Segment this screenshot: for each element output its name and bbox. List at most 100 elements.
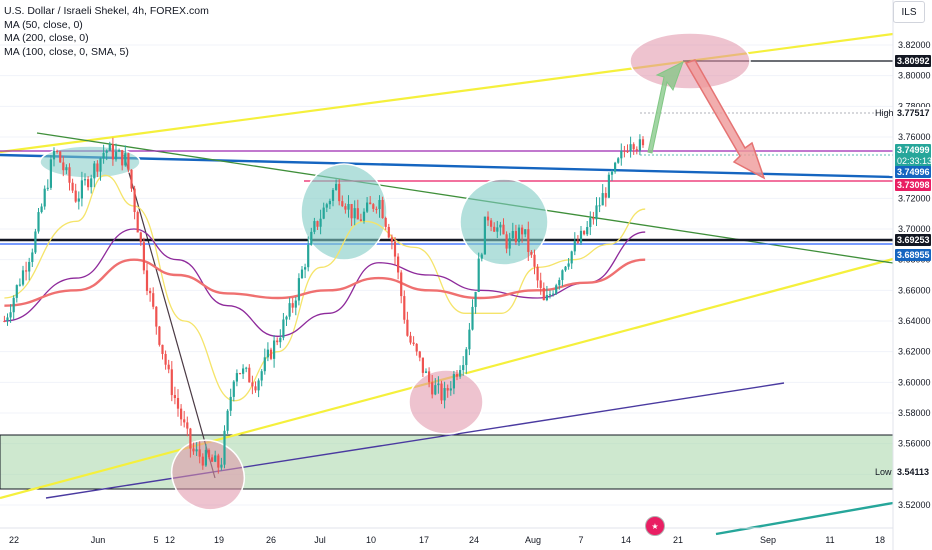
flag-icon[interactable]: ★ xyxy=(645,516,665,536)
candle-body xyxy=(133,188,136,213)
candle-body xyxy=(21,270,25,285)
ma200-legend[interactable]: MA (200, close, 0) xyxy=(4,32,89,44)
candle-body xyxy=(629,144,632,152)
price-tick-label: 3.64000 xyxy=(898,316,931,326)
candle-body xyxy=(294,300,297,308)
candle-body xyxy=(136,212,139,233)
price-label-prefix: Low xyxy=(875,467,892,477)
candle-body xyxy=(99,158,102,172)
candle-body xyxy=(344,206,347,210)
candle-body xyxy=(437,383,440,386)
candle-body xyxy=(87,179,90,188)
candle-body xyxy=(251,382,254,387)
candle-body xyxy=(242,368,245,374)
candle-body xyxy=(325,204,328,208)
candle-body xyxy=(626,151,629,153)
candle-body xyxy=(304,267,307,270)
moving-average-line[interactable] xyxy=(4,258,646,307)
bottom-ellipse-2[interactable] xyxy=(408,369,484,435)
candle-body xyxy=(462,365,465,371)
candle-body xyxy=(288,303,291,317)
symbol-title[interactable]: U.S. Dollar / Israeli Shekel, 4h, FOREX.… xyxy=(4,5,209,17)
time-tick-label: 19 xyxy=(214,535,224,545)
candle-body xyxy=(335,183,338,190)
candle-body xyxy=(589,217,592,228)
candle-body xyxy=(260,371,263,381)
price-label-bg xyxy=(895,166,931,178)
candle-body xyxy=(130,169,133,189)
candle-body xyxy=(300,269,304,279)
candle-body xyxy=(431,382,434,395)
candle-body xyxy=(514,231,517,243)
purple-rising-trendline[interactable] xyxy=(45,382,785,499)
time-tick-label: Aug xyxy=(525,535,541,545)
red-projection-arrow[interactable] xyxy=(684,59,766,180)
candle-body xyxy=(114,151,118,160)
candle-body xyxy=(449,388,452,391)
candle-body xyxy=(40,206,43,213)
candle-body xyxy=(517,227,521,243)
price-label-bg xyxy=(895,107,931,119)
price-label-low: 3.54113 xyxy=(897,467,929,477)
ma50-legend[interactable]: MA (50, close, 0) xyxy=(4,18,83,31)
candle-body xyxy=(46,187,49,189)
candle-body xyxy=(6,317,9,322)
candle-body xyxy=(155,306,158,327)
candle-body xyxy=(96,163,99,172)
candle-body xyxy=(428,371,431,383)
price-label-bg xyxy=(895,144,931,168)
candle-body xyxy=(474,291,477,307)
price-label-bg xyxy=(895,55,931,67)
time-tick-label: Jul xyxy=(314,535,326,545)
moving-average-line[interactable] xyxy=(4,228,646,337)
price-tick-label: 3.52000 xyxy=(898,500,931,510)
top-ellipse-2[interactable] xyxy=(300,163,388,261)
candle-body xyxy=(307,244,310,268)
teal-bottom-line[interactable] xyxy=(715,501,894,536)
candle-body xyxy=(623,150,626,152)
green-projection-arrow[interactable] xyxy=(647,60,684,154)
candle-body xyxy=(331,189,335,201)
time-tick-label: 21 xyxy=(673,535,683,545)
ma100-legend[interactable]: MA (100, close, 0, SMA, 5) xyxy=(4,45,129,58)
price-tick-label: 3.76000 xyxy=(898,132,931,142)
candle-body xyxy=(43,188,46,207)
candle-body xyxy=(620,150,623,159)
green-descending-trendline[interactable] xyxy=(36,132,894,264)
candle-body xyxy=(617,158,620,163)
candle-body xyxy=(390,237,393,242)
price-label-support_black: 3.69253 xyxy=(897,235,930,245)
price-tick-label: 3.70000 xyxy=(898,224,931,234)
candle-body xyxy=(499,224,502,228)
time-tick-label: 18 xyxy=(875,535,885,545)
candle-body xyxy=(418,351,421,358)
blue-resistance-line[interactable] xyxy=(0,153,894,179)
time-tick-label: Jun xyxy=(91,535,106,545)
candle-body xyxy=(552,293,555,295)
time-axis[interactable]: 22 Jun 5 12 19 26 Jul 10 17 24 Aug 7 14 21 Sep 11 18 xyxy=(9,535,885,545)
candle-body xyxy=(71,182,74,191)
candle-body xyxy=(592,217,595,220)
candle-body xyxy=(434,385,437,395)
candle-body xyxy=(170,369,173,396)
candle-body xyxy=(564,266,567,271)
candle-body xyxy=(245,367,248,369)
candle-body xyxy=(322,207,325,219)
candle-body xyxy=(74,190,77,202)
candle-body xyxy=(257,380,260,391)
candle-body xyxy=(573,240,576,252)
dark-drop-line[interactable] xyxy=(123,154,216,479)
candle-body xyxy=(632,144,635,150)
candle-body xyxy=(127,153,130,170)
time-tick-label: 10 xyxy=(366,535,376,545)
candle-body xyxy=(161,344,164,354)
currency-button[interactable]: ILS xyxy=(893,1,925,23)
candle-body xyxy=(111,144,114,160)
candle-body xyxy=(223,430,226,465)
price-tick-label: 3.82000 xyxy=(898,40,931,50)
candle-body xyxy=(477,258,480,292)
candle-body xyxy=(412,342,415,344)
candle-body xyxy=(561,270,564,281)
